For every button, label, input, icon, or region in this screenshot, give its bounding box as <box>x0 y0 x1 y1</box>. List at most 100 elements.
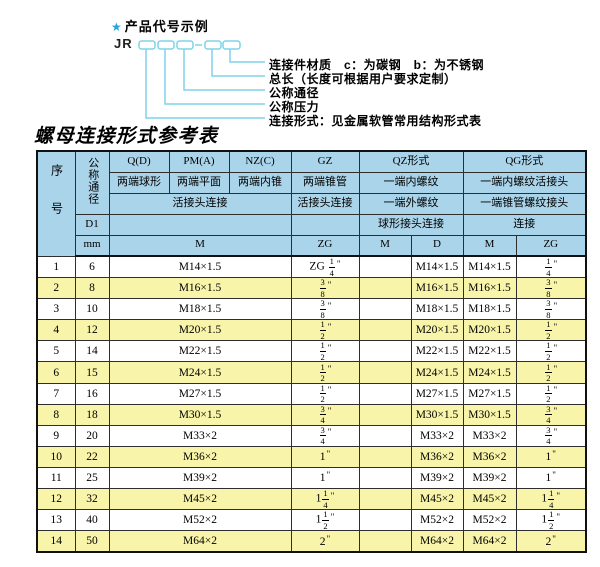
table-row: 4 12 M20×1.5 1 2 " M20×1.5 M20×1.5 1 2 " <box>36 319 587 342</box>
label-material: 连接件材质 c：为碳钢 b：为不锈钢 <box>269 58 485 72</box>
cell-no: 5 <box>36 340 76 363</box>
table-row: 14 50 M64×2 2" M64×2 M64×2 2" <box>36 530 587 553</box>
cell-gz: 1 1 4 " <box>290 488 360 511</box>
cell-qz-m <box>358 488 412 511</box>
cell-gz: 1 2 " <box>290 382 360 405</box>
cell-qg-zg: 1 2 " <box>515 361 587 384</box>
connector-line-material <box>229 49 265 63</box>
connector-line-form <box>145 49 265 119</box>
header-form-qz: QZ形式 <box>358 150 464 173</box>
diagram-heading: ★ 产品代号示例 <box>111 16 209 35</box>
star-icon: ★ <box>111 20 123 34</box>
cell-qg-zg: 1 2 " <box>515 340 587 363</box>
cell-m: M14×1.5 <box>108 255 292 279</box>
cell-qg-zg: 3 4 " <box>515 403 587 426</box>
table-body: 1 6 M14×1.5 ZG 1 4 " M14×1.5 M14×1.5 1 4 " 2 8 M16×1.… <box>36 255 587 553</box>
header-form-qd: Q(D) <box>108 150 170 173</box>
unit-qg-m: M <box>462 234 517 257</box>
desc-pma: 两端平面 <box>168 171 230 194</box>
table-row: 1 6 M14×1.5 ZG 1 4 " M14×1.5 M14×1.5 1 4 " <box>36 255 587 279</box>
cell-gz: 3 4 " <box>290 403 360 426</box>
cell-qg-m: M64×2 <box>462 530 517 553</box>
cell-qg-m: M36×2 <box>462 445 517 468</box>
cell-dn: 6 <box>74 255 110 279</box>
cell-qz-m <box>358 530 412 553</box>
cell-dn: 20 <box>74 424 110 447</box>
cell-qz-m <box>358 445 412 468</box>
cell-qz-m <box>358 466 412 490</box>
cell-no: 13 <box>36 509 76 532</box>
cell-gz: 1 2 " <box>290 319 360 342</box>
cell-qg-m: M18×1.5 <box>462 298 517 321</box>
cell-qz-d: M36×2 <box>410 445 464 468</box>
header-nominal-diameter: 公称通径 <box>74 150 110 215</box>
cell-qz-d: M52×2 <box>410 509 464 532</box>
table-row: 6 15 M24×1.5 1 2 " M24×1.5 M24×1.5 1 2 " <box>36 361 587 384</box>
code-prefix: JR <box>114 36 133 51</box>
cell-qz-d: M22×1.5 <box>410 340 464 363</box>
cell-m: M18×1.5 <box>108 298 292 321</box>
cell-no: 9 <box>36 424 76 447</box>
header-form-nzc: NZ(C) <box>228 150 292 173</box>
code-box-3 <box>176 40 194 50</box>
table-row: 10 22 M36×2 1" M36×2 M36×2 1" <box>36 445 587 468</box>
desc-qz-2: 一端外螺纹 <box>358 192 464 215</box>
table-title: 螺母连接形式参考表 <box>34 125 219 147</box>
cell-m: M64×2 <box>108 530 292 553</box>
cell-gz: 1 2 " <box>290 340 360 363</box>
cell-gz: 3 8 " <box>290 298 360 321</box>
cell-qg-zg: 1 2 " <box>515 382 587 405</box>
cell-m: M52×2 <box>108 509 292 532</box>
header-form-pma: PM(A) <box>168 150 230 173</box>
cell-qz-d: M14×1.5 <box>410 255 464 279</box>
cell-dn: 25 <box>74 466 110 490</box>
cell-qz-m <box>358 319 412 342</box>
code-box-2 <box>157 40 175 50</box>
cell-no: 12 <box>36 488 76 511</box>
cell-no: 1 <box>36 255 76 279</box>
cell-qz-m <box>358 277 412 300</box>
cell-m: M22×1.5 <box>108 340 292 363</box>
cell-no: 7 <box>36 382 76 405</box>
cell-no: 3 <box>36 298 76 321</box>
cell-qg-m: M22×1.5 <box>462 340 517 363</box>
connector-line-pressure <box>164 49 265 105</box>
label-length: 总长（长度可根据用户要求定制） <box>269 72 457 86</box>
cell-qz-m <box>358 382 412 405</box>
cell-no: 4 <box>36 319 76 342</box>
cell-qg-m: M39×2 <box>462 466 517 490</box>
header-serial: 序号 <box>36 150 76 257</box>
desc-qd: 两端球形 <box>108 171 170 194</box>
table-row: 8 18 M30×1.5 3 4 " M30×1.5 M30×1.5 3 4 " <box>36 403 587 426</box>
table-row: 2 8 M16×1.5 3 8 " M16×1.5 M16×1.5 3 8 " <box>36 277 587 300</box>
code-box-4 <box>204 40 222 50</box>
cell-m: M36×2 <box>108 445 292 468</box>
cell-gz: 1 2 " <box>290 361 360 384</box>
label-pressure: 公称压力 <box>269 100 320 114</box>
blank-cell <box>108 213 292 236</box>
cell-qg-m: M16×1.5 <box>462 277 517 300</box>
cell-qz-d: M64×2 <box>410 530 464 553</box>
cell-qg-m: M45×2 <box>462 488 517 511</box>
cell-no: 6 <box>36 361 76 384</box>
cell-qz-d: M18×1.5 <box>410 298 464 321</box>
unit-zg: ZG <box>290 234 360 257</box>
connector-line-length <box>211 49 265 77</box>
cell-gz: 2" <box>290 530 360 553</box>
cell-dn: 32 <box>74 488 110 511</box>
cell-dn: 16 <box>74 382 110 405</box>
cell-m: M20×1.5 <box>108 319 292 342</box>
cell-qg-m: M20×1.5 <box>462 319 517 342</box>
cell-qg-m: M14×1.5 <box>462 255 517 279</box>
table-row: 7 16 M27×1.5 1 2 " M27×1.5 M27×1.5 1 2 " <box>36 382 587 405</box>
desc-gz: 两端锥管 <box>290 171 360 194</box>
cell-qg-zg: 3 4 " <box>515 424 587 447</box>
cell-qg-zg: 1 1 2 " <box>515 509 587 532</box>
header-d1: D1 <box>74 213 110 236</box>
cell-dn: 50 <box>74 530 110 553</box>
desc-qg-2: 一端锥管螺纹接头 <box>462 192 587 215</box>
cell-dn: 15 <box>74 361 110 384</box>
cell-gz: 1" <box>290 466 360 490</box>
cell-qz-m <box>358 298 412 321</box>
